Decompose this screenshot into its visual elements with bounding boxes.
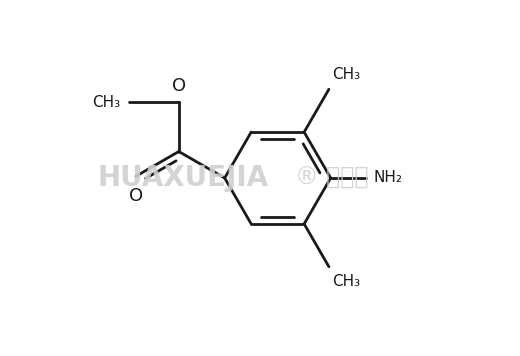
Text: O: O (172, 77, 186, 95)
Text: HUAXUEJIA: HUAXUEJIA (98, 164, 269, 192)
Text: O: O (129, 187, 143, 205)
Text: CH₃: CH₃ (332, 67, 360, 82)
Text: ® 化学加: ® 化学加 (295, 166, 369, 190)
Text: CH₃: CH₃ (93, 95, 121, 110)
Text: NH₂: NH₂ (373, 171, 402, 185)
Text: CH₃: CH₃ (332, 274, 360, 289)
